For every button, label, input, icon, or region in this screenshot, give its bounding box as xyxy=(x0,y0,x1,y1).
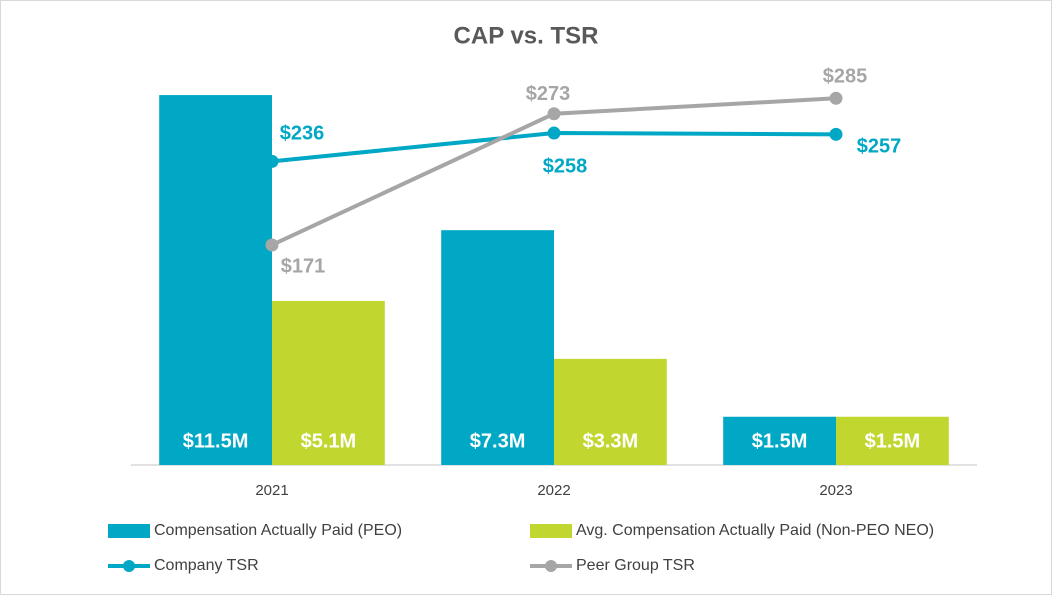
line-value-label: $273 xyxy=(526,83,571,105)
legend-label: Compensation Actually Paid (PEO) xyxy=(154,522,402,539)
line-point xyxy=(547,126,561,140)
legend-label: Peer Group TSR xyxy=(576,557,695,574)
line-value-label: $258 xyxy=(543,155,588,177)
bar-value-label: $1.5M xyxy=(865,430,921,452)
legend-swatch-marker xyxy=(123,560,135,572)
legend-swatch-marker xyxy=(545,560,557,572)
line-value-label: $236 xyxy=(280,123,325,145)
bar xyxy=(723,416,836,465)
bar-value-label: $11.5M xyxy=(183,430,249,452)
bar xyxy=(441,230,554,465)
line-point xyxy=(829,91,843,105)
legend-label: Company TSR xyxy=(154,557,259,574)
bar-value-label: $3.3M xyxy=(583,430,639,452)
line-point xyxy=(547,107,561,121)
bar xyxy=(159,95,272,465)
bar xyxy=(836,416,949,465)
line-point xyxy=(829,127,843,141)
bar-value-label: $5.1M xyxy=(301,430,357,452)
chart-title: CAP vs. TSR xyxy=(454,22,599,49)
line-value-label: $285 xyxy=(823,66,868,88)
line-value-label: $171 xyxy=(281,255,326,277)
bar xyxy=(272,300,385,465)
bar-value-label: $1.5M xyxy=(752,430,808,452)
bar xyxy=(554,358,667,465)
bar-value-label: $7.3M xyxy=(470,430,526,452)
x-tick-label: 2023 xyxy=(819,482,852,499)
legend-swatch xyxy=(108,524,150,538)
x-tick-label: 2021 xyxy=(255,482,288,499)
legend-label: Avg. Compensation Actually Paid (Non-PEO… xyxy=(576,522,934,539)
line-point xyxy=(265,238,279,252)
x-tick-label: 2022 xyxy=(537,482,570,499)
line-value-label: $257 xyxy=(857,136,902,158)
line-point xyxy=(265,154,279,168)
legend-swatch xyxy=(530,524,572,538)
